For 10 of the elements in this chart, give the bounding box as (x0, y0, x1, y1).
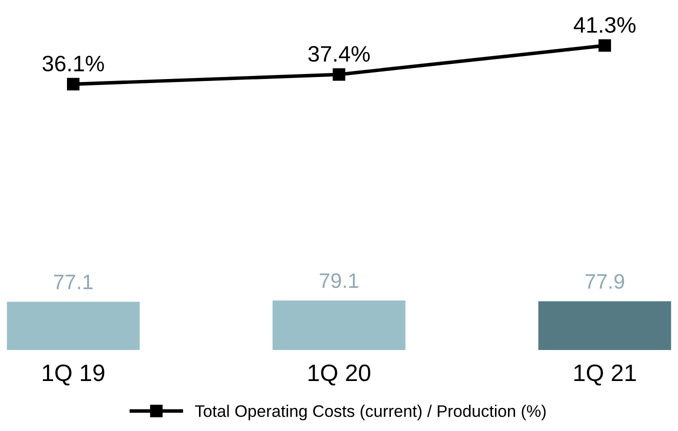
data-label: 77.9 (586, 274, 624, 289)
data-label: 77.1 (54, 274, 92, 290)
legend-label: Total Operating Costs (current) / Production (%) (195, 404, 546, 420)
data-label: 79.1 (320, 273, 358, 288)
x-tick-label: 1Q 21 (574, 364, 636, 386)
data-label: 37.4% (308, 46, 370, 62)
data-label: 41.3% (574, 17, 636, 33)
x-tick-label: 1Q 19 (42, 364, 104, 386)
data-label: 36.1% (42, 56, 104, 72)
x-tick-label: 1Q 20 (308, 364, 370, 386)
